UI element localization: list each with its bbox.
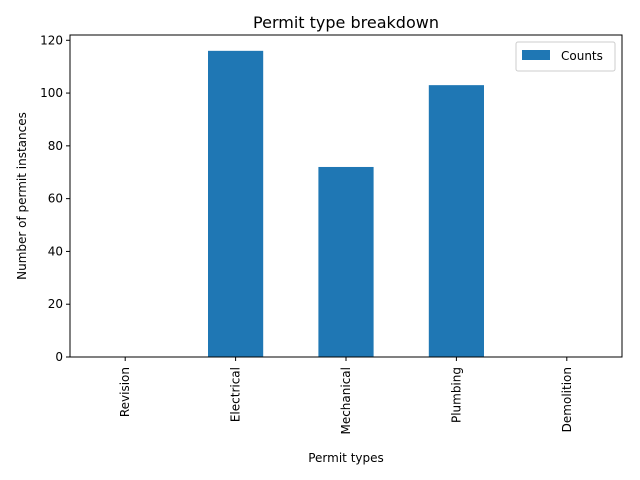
y-tick-label: 0 xyxy=(55,350,63,364)
legend-swatch xyxy=(522,50,550,60)
x-tick-label-revision: Revision xyxy=(118,367,132,417)
y-tick-label: 20 xyxy=(48,297,63,311)
x-tick-label-electrical: Electrical xyxy=(229,367,243,422)
y-tick-label: 120 xyxy=(40,33,63,47)
y-tick-label: 40 xyxy=(48,244,63,258)
x-axis: Revision Electrical Mechanical Plumbing Demo… xyxy=(118,357,574,435)
y-tick-label: 80 xyxy=(48,139,63,153)
bar-mechanical xyxy=(318,166,374,357)
x-tick-label-mechanical: Mechanical xyxy=(339,367,353,435)
y-tick-label: 100 xyxy=(40,86,63,100)
x-tick-label-demolition: Demolition xyxy=(560,367,574,432)
x-axis-label: Permit types xyxy=(308,451,384,465)
legend-label: Counts xyxy=(561,49,603,63)
legend: Counts xyxy=(515,41,616,72)
chart-title: Permit type breakdown xyxy=(253,13,439,32)
y-tick-label: 60 xyxy=(48,192,63,206)
bar-electrical xyxy=(208,50,264,358)
legend-box xyxy=(515,41,616,72)
bar-plumbing xyxy=(428,85,484,358)
y-axis: 0 20 40 60 80 100 120 xyxy=(40,33,70,364)
plot-area xyxy=(208,50,484,358)
x-tick-label-plumbing: Plumbing xyxy=(449,367,463,423)
y-axis-label: Number of permit instances xyxy=(15,112,29,280)
